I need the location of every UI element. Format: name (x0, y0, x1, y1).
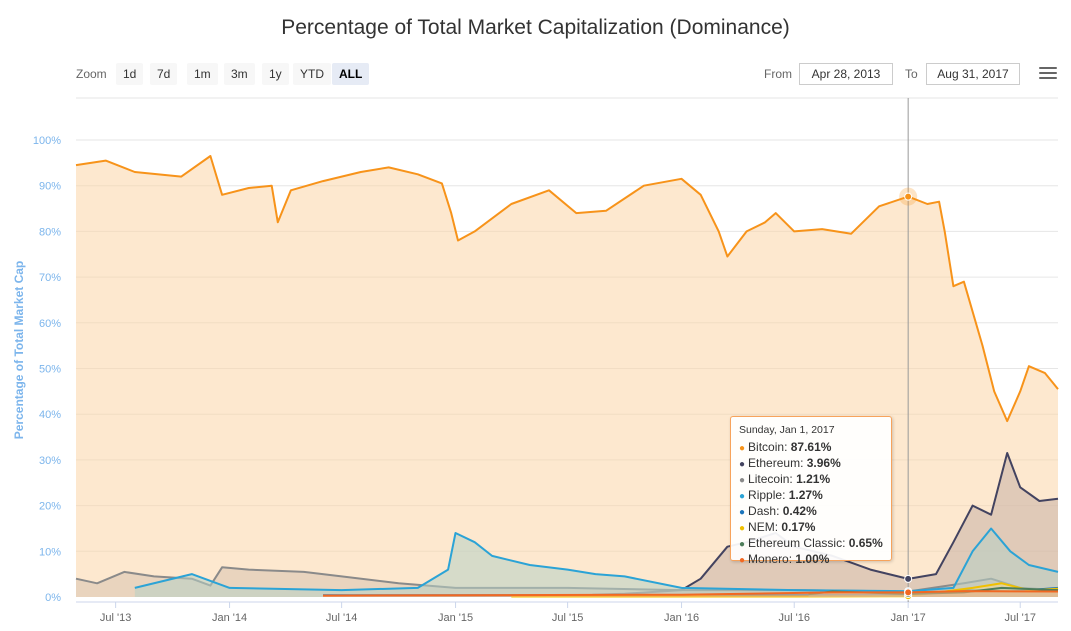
from-date-input[interactable]: Apr 28, 2013 (799, 63, 893, 85)
y-tick-label: 0% (45, 592, 61, 604)
x-axis-ticks: Jul '13 Jan '14 Jul '14 Jan '15 Jul '15 Jan '… (76, 601, 1058, 624)
tooltip-series-name: Litecoin (748, 472, 790, 486)
y-tick-label: 20% (39, 501, 61, 513)
tooltip-row: ● Ripple: 1.27% (739, 488, 823, 502)
tooltip-series-value: 1.00% (795, 552, 830, 566)
zoom-1m-button[interactable]: 1m (187, 63, 218, 85)
tooltip-row: ● NEM: 0.17% (739, 520, 816, 534)
to-date-input[interactable]: Aug 31, 2017 (926, 63, 1020, 85)
tooltip-row: ● Dash: 0.42% (739, 504, 817, 518)
series-dot-icon: ● (739, 555, 746, 566)
series-dot-icon: ● (739, 539, 746, 550)
tooltip-series-value: 3.96% (806, 456, 841, 470)
x-tick-label: Jan '14 (212, 612, 247, 624)
x-tick-label: Jan '17 (891, 612, 926, 624)
tooltip-series-value: 87.61% (790, 440, 832, 454)
zoom-ytd-button[interactable]: YTD (293, 63, 331, 85)
y-tick-label: 30% (39, 455, 61, 467)
x-tick-label: Jul '17 (1005, 612, 1036, 624)
zoom-7d-button[interactable]: 7d (150, 63, 178, 85)
ripple-line (134, 527, 1059, 593)
tooltip-series-name: Ethereum Classic (748, 536, 843, 550)
zoom-1d-button[interactable]: 1d (116, 63, 144, 85)
zoom-label: Zoom (76, 67, 107, 81)
tooltip-series-name: NEM (748, 520, 775, 534)
tooltip-series-value: 0.17% (781, 520, 816, 534)
bitcoin-hover-marker (904, 192, 913, 201)
tooltip-row: ● Litecoin: 1.21% (739, 472, 831, 486)
bitcoin-line (75, 155, 1059, 423)
tooltip-row: ● Ethereum: 3.96% (739, 456, 841, 470)
from-label: From (764, 67, 792, 81)
ethereum-hover-marker (904, 574, 913, 583)
series-dot-icon: ● (739, 491, 746, 502)
y-tick-label: 80% (39, 226, 61, 238)
y-axis-title: Percentage of Total Market Cap (12, 260, 26, 440)
crosshair-overlay (899, 98, 918, 602)
ethereum-line (592, 452, 1059, 596)
y-tick-label: 90% (39, 181, 61, 193)
series-dot-icon: ● (739, 459, 746, 470)
y-axis-ticks: 0% 10% 20% 30% 40% 50% 60% 70% 80% 90% 100% (33, 135, 61, 604)
tooltip-series-name: Monero (748, 552, 789, 566)
tooltip-series-name: Bitcoin (748, 440, 785, 454)
y-tick-label: 100% (33, 135, 61, 147)
x-tick-label: Jul '16 (779, 612, 810, 624)
tooltip-series-value: 1.21% (796, 472, 831, 486)
x-tick-label: Jul '13 (100, 612, 131, 624)
tooltip-row: ● Monero: 1.00% (739, 552, 830, 566)
series-dot-icon: ● (739, 443, 746, 454)
to-label: To (905, 67, 918, 81)
tooltip: Sunday, Jan 1, 2017 ● Bitcoin: 87.61% ● Eth… (730, 416, 892, 566)
x-tick-label: Jul '15 (552, 612, 583, 624)
tooltip-series-value: 0.65% (848, 536, 883, 550)
y-tick-label: 60% (39, 318, 61, 330)
series-areas (75, 155, 1059, 598)
series-dot-icon: ● (739, 507, 746, 518)
tooltip-row: ● Ethereum Classic: 0.65% (739, 536, 883, 550)
tooltip-date: Sunday, Jan 1, 2017 (739, 424, 835, 436)
y-tick-label: 10% (39, 546, 61, 558)
zoom-all-button[interactable]: ALL (332, 63, 370, 85)
series-dot-icon: ● (739, 475, 746, 486)
bitcoin-area (76, 156, 1058, 597)
x-tick-label: Jul '14 (326, 612, 357, 624)
y-tick-label: 50% (39, 364, 61, 376)
monero-line (322, 590, 1059, 597)
tooltip-row: ● Bitcoin: 87.61% (739, 440, 832, 454)
y-tick-label: 40% (39, 409, 61, 421)
chart-title: Percentage of Total Market Capitalizatio… (281, 16, 790, 39)
tooltip-series-name: Ripple (748, 488, 783, 502)
tooltip-series-value: 1.27% (788, 488, 823, 502)
y-tick-label: 70% (39, 272, 61, 284)
zoom-1y-button[interactable]: 1y (262, 63, 289, 85)
series-dot-icon: ● (739, 523, 746, 534)
tooltip-series-name: Dash (748, 504, 777, 518)
tooltip-series-name: Ethereum (748, 456, 801, 470)
hamburger-menu-icon[interactable] (1039, 67, 1057, 81)
tooltip-series-value: 0.42% (782, 504, 817, 518)
zoom-3m-button[interactable]: 3m (224, 63, 255, 85)
monero-hover-marker (904, 588, 913, 597)
x-tick-label: Jan '16 (664, 612, 699, 624)
x-tick-label: Jan '15 (438, 612, 473, 624)
